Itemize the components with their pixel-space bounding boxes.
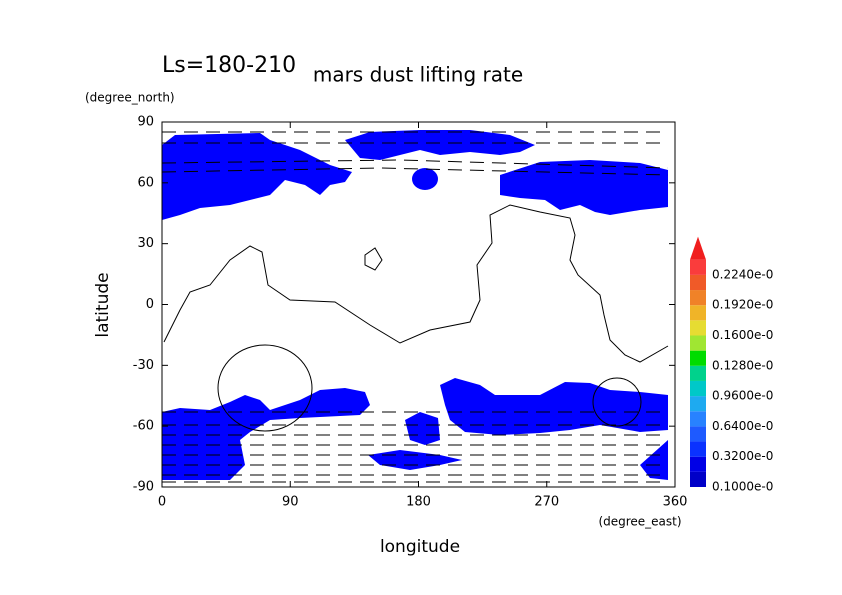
colorbar-band — [690, 456, 706, 472]
y-tick-label: -60 — [133, 419, 154, 434]
colorbar-label: 0.2240e-0 — [712, 267, 773, 281]
colorbar-band — [690, 365, 706, 381]
dust-region — [162, 388, 370, 480]
colorbar-band — [690, 441, 706, 457]
dust-regions — [162, 130, 668, 480]
contour-line — [364, 247, 383, 271]
colorbar-band — [690, 380, 706, 397]
dust-region — [412, 168, 438, 190]
colorbar-band — [690, 471, 706, 487]
contour-line — [161, 131, 669, 176]
x-tick-label: 270 — [534, 495, 559, 510]
colorbar-band — [690, 335, 706, 351]
colorbar-band — [690, 274, 706, 291]
y-unit: (degree_north) — [85, 91, 175, 105]
y-tick-label: 0 — [146, 297, 154, 312]
x-tick-label: 360 — [663, 495, 688, 510]
y-tick-label: 60 — [137, 175, 154, 190]
colorbar-label: 0.1600e-0 — [712, 328, 773, 342]
colorbar-label: 0.6400e-0 — [712, 419, 773, 433]
colorbar-band — [690, 396, 706, 412]
chart-title: mars dust lifting rate — [313, 63, 523, 87]
colorbar-band — [690, 320, 706, 336]
colorbar-band — [690, 350, 706, 366]
contour-line — [217, 344, 313, 432]
colorbar-label: 0.1280e-0 — [712, 358, 773, 372]
dust-region — [500, 160, 668, 215]
contour-line — [592, 377, 642, 427]
x-unit: (degree_east) — [598, 515, 681, 529]
contour-line — [163, 204, 669, 363]
dust-region — [345, 130, 535, 160]
colorbar-label: 0.1000e-0 — [712, 480, 773, 494]
colorbar-band — [690, 411, 706, 427]
x-tick-label: 180 — [406, 495, 431, 510]
x-tick-label: 0 — [158, 495, 166, 510]
y-tick-label: -30 — [133, 358, 154, 373]
colorbar-band — [690, 259, 706, 275]
colorbar-label: 0.1920e-0 — [712, 298, 773, 312]
y-tick-label: 30 — [137, 236, 154, 251]
colorbar-arrow — [690, 236, 706, 260]
contour-line — [162, 411, 668, 483]
y-tick-label: 90 — [137, 115, 154, 130]
dust-region — [162, 133, 352, 220]
dust-region — [368, 450, 462, 470]
contours — [161, 131, 669, 483]
dust-region — [440, 378, 668, 435]
colorbar-label: 0.9600e-0 — [712, 389, 773, 403]
y-axis-label: latitude — [93, 272, 113, 337]
chart-subtitle: Ls=180-210 — [162, 53, 296, 78]
y-tick-label: -90 — [133, 480, 154, 495]
colorbar-band — [690, 290, 706, 306]
colorbar-label: 0.3200e-0 — [712, 449, 773, 463]
dust-region — [640, 440, 668, 480]
colorbar-band — [690, 305, 706, 321]
colorbar-band — [690, 426, 706, 442]
dust-region — [405, 412, 440, 445]
x-axis-label: longitude — [380, 537, 460, 557]
x-tick-label: 90 — [282, 495, 299, 510]
